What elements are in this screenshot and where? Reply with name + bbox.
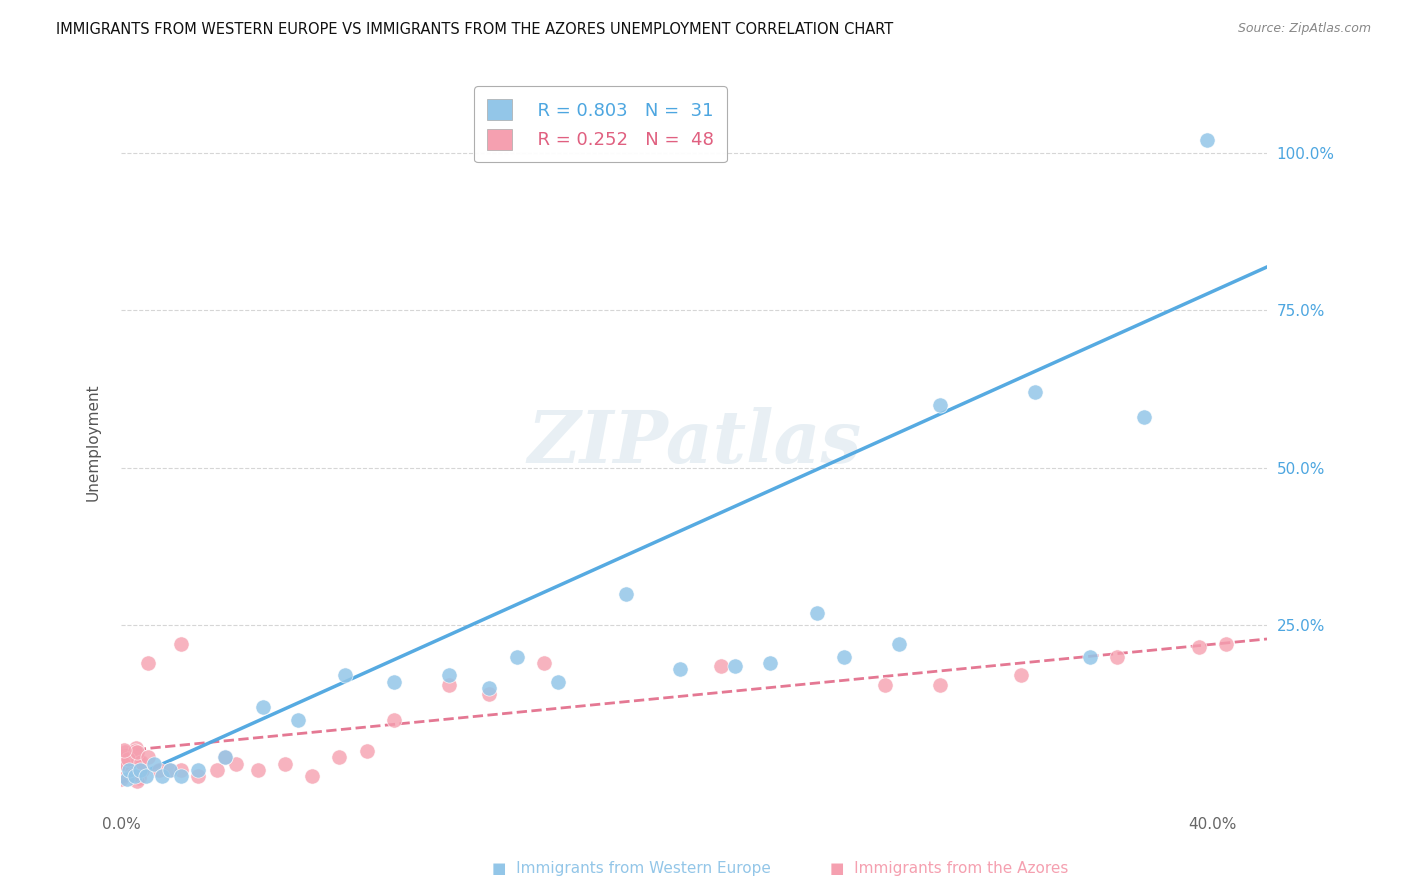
Point	[928, 398, 950, 412]
Point	[114, 745, 136, 759]
Point	[928, 678, 950, 692]
Point	[887, 637, 910, 651]
Point	[138, 656, 160, 670]
Point	[170, 769, 193, 783]
Point	[547, 674, 569, 689]
Point	[1215, 637, 1237, 651]
Text: Source: ZipAtlas.com: Source: ZipAtlas.com	[1237, 22, 1371, 36]
Point	[214, 750, 236, 764]
Text: ■  Immigrants from the Azores: ■ Immigrants from the Azores	[830, 861, 1069, 876]
Point	[1078, 649, 1101, 664]
Point	[121, 752, 143, 766]
Point	[159, 763, 181, 777]
Point	[614, 587, 637, 601]
Point	[118, 763, 141, 777]
Point	[112, 743, 135, 757]
Point	[170, 637, 193, 651]
Point	[112, 756, 135, 770]
Point	[1024, 385, 1046, 400]
Point	[832, 649, 855, 664]
Point	[669, 662, 692, 676]
Point	[301, 769, 323, 783]
Point	[131, 764, 153, 778]
Point	[122, 768, 145, 782]
Point	[478, 681, 501, 695]
Point	[110, 772, 132, 786]
Point	[1133, 410, 1156, 425]
Point	[186, 763, 208, 777]
Point	[382, 713, 405, 727]
Point	[759, 656, 782, 670]
Point	[478, 687, 501, 701]
Point	[806, 606, 828, 620]
Text: ■  Immigrants from Western Europe: ■ Immigrants from Western Europe	[492, 861, 770, 876]
Point	[125, 745, 148, 759]
Point	[437, 668, 460, 682]
Point	[533, 656, 555, 670]
Point	[710, 659, 733, 673]
Point	[873, 678, 896, 692]
Point	[148, 763, 170, 777]
Point	[124, 744, 146, 758]
Point	[506, 649, 529, 664]
Point	[1011, 668, 1033, 682]
Point	[138, 750, 160, 764]
Point	[125, 741, 148, 756]
Point	[128, 771, 150, 785]
Text: IMMIGRANTS FROM WESTERN EUROPE VS IMMIGRANTS FROM THE AZORES UNEMPLOYMENT CORREL: IMMIGRANTS FROM WESTERN EUROPE VS IMMIGR…	[56, 22, 893, 37]
Point	[186, 769, 208, 783]
Point	[129, 755, 152, 769]
Point	[328, 750, 350, 764]
Point	[124, 769, 146, 783]
Point	[437, 678, 460, 692]
Point	[114, 751, 136, 765]
Point	[382, 674, 405, 689]
Point	[115, 756, 138, 771]
Point	[159, 763, 181, 777]
Point	[117, 752, 139, 766]
Point	[129, 763, 152, 777]
Point	[287, 713, 309, 727]
Point	[170, 763, 193, 777]
Point	[135, 769, 157, 783]
Point	[115, 772, 138, 787]
Legend:   R = 0.803   N =  31,   R = 0.252   N =  48: R = 0.803 N = 31, R = 0.252 N = 48	[474, 87, 727, 162]
Point	[150, 769, 173, 783]
Point	[127, 759, 149, 773]
Point	[205, 763, 228, 777]
Y-axis label: Unemployment: Unemployment	[86, 384, 100, 501]
Point	[225, 756, 247, 771]
Point	[252, 700, 274, 714]
Point	[1188, 640, 1211, 655]
Point	[1105, 649, 1128, 664]
Point	[127, 753, 149, 767]
Point	[124, 759, 146, 773]
Point	[724, 659, 747, 673]
Point	[246, 763, 269, 777]
Text: ZIPatlas: ZIPatlas	[527, 407, 860, 478]
Point	[1195, 133, 1218, 147]
Point	[333, 668, 356, 682]
Point	[121, 764, 143, 779]
Point	[356, 744, 378, 758]
Point	[127, 761, 149, 775]
Point	[110, 750, 132, 764]
Point	[125, 773, 148, 788]
Point	[142, 756, 165, 771]
Point	[214, 750, 236, 764]
Point	[274, 756, 297, 771]
